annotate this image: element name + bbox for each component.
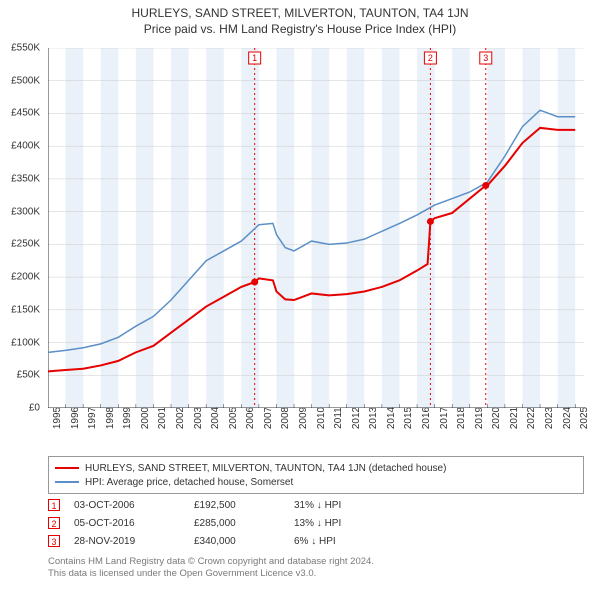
y-tick-label: £0: [29, 403, 40, 414]
title-block: HURLEYS, SAND STREET, MILVERTON, TAUNTON…: [0, 0, 600, 36]
markers-table: 1 03-OCT-2006£192,50031% ↓ HPI 2 05-OCT-201…: [48, 496, 584, 550]
x-tick-label: 2008: [280, 407, 291, 429]
legend: HURLEYS, SAND STREET, MILVERTON, TAUNTON…: [48, 456, 584, 494]
x-tick-label: 2011: [333, 407, 344, 429]
x-tick-label: 2006: [245, 407, 256, 429]
x-tick-label: 2015: [403, 407, 414, 429]
x-tick-label: 1999: [122, 407, 133, 429]
x-tick-label: 2007: [263, 407, 274, 429]
marker-badge: 2: [48, 517, 60, 529]
x-tick-label: 2020: [491, 407, 502, 429]
y-tick-label: £250K: [11, 239, 40, 250]
x-tick-label: 2021: [509, 407, 520, 429]
legend-swatch-property: [55, 467, 79, 469]
marker-price: £192,500: [194, 500, 294, 511]
legend-label-property: HURLEYS, SAND STREET, MILVERTON, TAUNTON…: [85, 463, 446, 474]
y-tick-label: £200K: [11, 272, 40, 283]
marker-badge: 1: [48, 499, 60, 511]
x-tick-label: 2012: [351, 407, 362, 429]
title-sub: Price paid vs. HM Land Registry's House …: [0, 22, 600, 36]
y-tick-label: £50K: [17, 370, 40, 381]
attribution-line1: Contains HM Land Registry data © Crown c…: [48, 556, 584, 568]
y-tick-label: £100K: [11, 337, 40, 348]
y-tick-label: £300K: [11, 206, 40, 217]
attribution: Contains HM Land Registry data © Crown c…: [48, 556, 584, 581]
x-tick-label: 2019: [474, 407, 485, 429]
x-tick-label: 2001: [157, 407, 168, 429]
chart-area: 1 2 3: [48, 48, 584, 408]
marker-date: 28-NOV-2019: [74, 536, 194, 547]
marker-row: 3 28-NOV-2019£340,0006% ↓ HPI: [48, 532, 584, 550]
x-tick-label: 1997: [87, 407, 98, 429]
x-tick-label: 2014: [386, 407, 397, 429]
marker-price: £285,000: [194, 518, 294, 529]
marker-pct: 31% ↓ HPI: [294, 500, 414, 511]
marker-price: £340,000: [194, 536, 294, 547]
x-tick-label: 2003: [193, 407, 204, 429]
x-tick-label: 1995: [52, 407, 63, 429]
title-main: HURLEYS, SAND STREET, MILVERTON, TAUNTON…: [0, 6, 600, 20]
x-tick-label: 2013: [368, 407, 379, 429]
x-tick-label: 2023: [544, 407, 555, 429]
x-tick-label: 2009: [298, 407, 309, 429]
y-tick-label: £350K: [11, 173, 40, 184]
x-axis: 1995199619971998199920002001200220032004…: [48, 414, 584, 454]
marker-date: 03-OCT-2006: [74, 500, 194, 511]
y-tick-label: £550K: [11, 43, 40, 54]
y-tick-label: £450K: [11, 108, 40, 119]
x-tick-label: 2004: [210, 407, 221, 429]
chart-svg: 1 2 3: [48, 48, 584, 408]
y-tick-label: £400K: [11, 141, 40, 152]
x-tick-label: 2025: [579, 407, 590, 429]
svg-text:1: 1: [252, 53, 257, 63]
svg-text:2: 2: [428, 53, 433, 63]
x-tick-label: 2000: [140, 407, 151, 429]
x-tick-label: 2017: [439, 407, 450, 429]
x-tick-label: 2024: [562, 407, 573, 429]
marker-pct: 13% ↓ HPI: [294, 518, 414, 529]
x-tick-label: 1998: [105, 407, 116, 429]
legend-row-property: HURLEYS, SAND STREET, MILVERTON, TAUNTON…: [55, 461, 577, 475]
x-tick-label: 2002: [175, 407, 186, 429]
x-tick-label: 1996: [70, 407, 81, 429]
x-tick-label: 2016: [421, 407, 432, 429]
y-tick-label: £500K: [11, 75, 40, 86]
chart-container: HURLEYS, SAND STREET, MILVERTON, TAUNTON…: [0, 0, 600, 590]
y-axis: £0£50K£100K£150K£200K£250K£300K£350K£400…: [0, 48, 44, 408]
attribution-line2: This data is licensed under the Open Gov…: [48, 568, 584, 580]
legend-swatch-hpi: [55, 481, 79, 483]
x-tick-label: 2018: [456, 407, 467, 429]
y-tick-label: £150K: [11, 304, 40, 315]
x-tick-label: 2010: [316, 407, 327, 429]
marker-pct: 6% ↓ HPI: [294, 536, 414, 547]
marker-row: 2 05-OCT-2016£285,00013% ↓ HPI: [48, 514, 584, 532]
legend-row-hpi: HPI: Average price, detached house, Some…: [55, 475, 577, 489]
marker-row: 1 03-OCT-2006£192,50031% ↓ HPI: [48, 496, 584, 514]
x-tick-label: 2022: [526, 407, 537, 429]
marker-badge: 3: [48, 535, 60, 547]
svg-text:3: 3: [483, 53, 488, 63]
legend-label-hpi: HPI: Average price, detached house, Some…: [85, 477, 293, 488]
marker-date: 05-OCT-2016: [74, 518, 194, 529]
x-tick-label: 2005: [228, 407, 239, 429]
